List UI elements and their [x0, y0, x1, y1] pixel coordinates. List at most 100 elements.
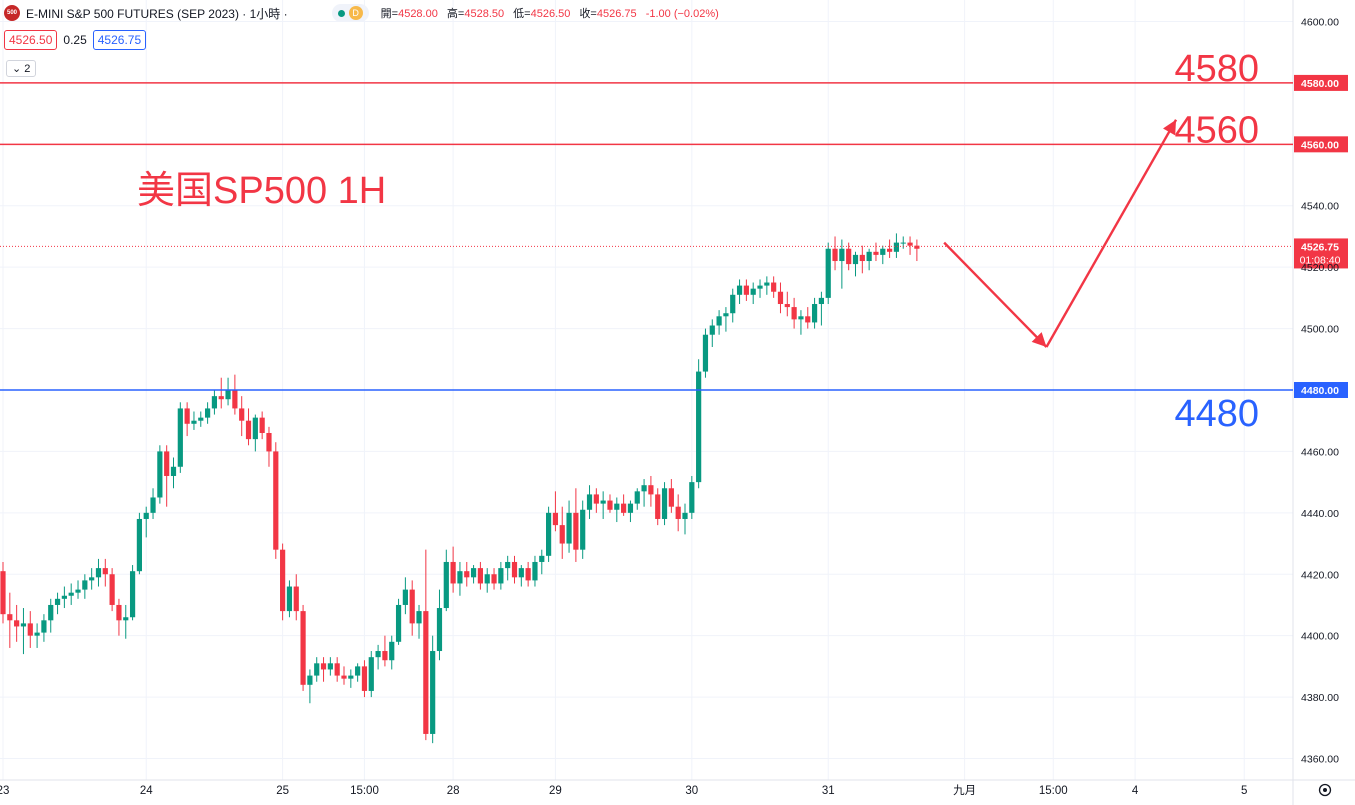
candle-body [586, 494, 593, 510]
candle [232, 374, 238, 415]
candle-body [177, 408, 183, 467]
ask-price-button[interactable]: 4526.75 [92, 30, 147, 50]
candle-body [423, 611, 429, 734]
candle-body [825, 248, 831, 298]
candle [682, 503, 688, 535]
x-tick-label: 30 [685, 785, 698, 797]
candle [811, 297, 818, 329]
candle [566, 500, 572, 553]
candle [723, 307, 729, 332]
candle [430, 635, 436, 744]
candle-body [900, 242, 906, 244]
candle [580, 500, 586, 559]
candle-body [430, 651, 436, 734]
candle [730, 288, 736, 323]
candle-body [280, 549, 286, 612]
settings-gear-icon[interactable] [1318, 783, 1332, 797]
candle [668, 479, 674, 513]
forecast-arrow-up-head [1163, 119, 1177, 136]
candle-body [416, 611, 422, 624]
candle-body [286, 586, 293, 612]
candle-body [716, 316, 722, 326]
candle [552, 491, 559, 532]
forecast-arrow-down-head [1031, 332, 1047, 348]
level-axis-tag [1294, 382, 1348, 398]
ohlc-readout: 開=4528.00 高=4528.50 低=4526.50 收=4526.75 … [380, 8, 719, 20]
candle [293, 574, 299, 621]
x-tick-label: 31 [822, 785, 835, 797]
candle-body [123, 617, 129, 621]
open-value: 4528.00 [398, 8, 438, 20]
candle [102, 558, 108, 587]
candle-body [245, 420, 252, 440]
candles [0, 233, 920, 744]
candle [402, 577, 408, 615]
candle-body [805, 316, 811, 323]
x-tick-label: 25 [276, 785, 289, 797]
candle [846, 242, 852, 271]
level-axis-tag [1294, 74, 1348, 91]
y-tick-label: 4600.00 [1301, 16, 1339, 28]
candle-body [648, 485, 654, 495]
forecast-arrow-up-shaft [1045, 119, 1178, 348]
candle-body [341, 675, 347, 679]
candle-body [320, 663, 327, 670]
chart-title: 美国SP500 1H [137, 170, 386, 212]
x-tick-label: 5 [1241, 785, 1247, 797]
candle-body [866, 251, 872, 262]
symbol-legend: 500 E-MINI S&P 500 FUTURES (SEP 2023) · … [4, 4, 725, 22]
candle-body [907, 242, 913, 246]
candle [375, 644, 381, 670]
candle [832, 236, 838, 271]
collapse-indicators-button[interactable]: ⌄ 2 [6, 60, 37, 77]
candle [286, 580, 293, 618]
candle-body [334, 663, 340, 676]
countdown-label: 01:08:40 [1300, 254, 1341, 266]
candle [382, 635, 388, 667]
candle [627, 500, 634, 523]
candle [634, 488, 640, 510]
candle [880, 245, 886, 265]
y-tick-label: 4440.00 [1301, 508, 1339, 520]
candle [709, 319, 715, 348]
candle-body [164, 451, 170, 476]
candle-body [661, 488, 668, 519]
candle-body [225, 390, 231, 400]
candle-body [54, 598, 61, 605]
candle-body [0, 571, 6, 615]
candle-body [525, 568, 531, 581]
candle [177, 402, 183, 473]
candle-body [559, 525, 565, 544]
candle [75, 580, 81, 599]
candle-body [771, 282, 777, 292]
symbol-title[interactable]: E-MINI S&P 500 FUTURES (SEP 2023) · 1小時 … [26, 6, 288, 21]
candle-body [580, 509, 586, 550]
candle [116, 598, 122, 636]
candle [266, 426, 272, 467]
bid-price-button[interactable]: 4526.50 [4, 30, 58, 50]
candle [539, 549, 545, 575]
candle-body [839, 248, 845, 262]
candle-body [300, 611, 306, 685]
candle [907, 236, 913, 255]
candle-body [205, 408, 211, 418]
candle [334, 657, 340, 682]
candle [839, 239, 845, 289]
delayed-badge: D [348, 6, 363, 20]
candle-body [600, 500, 606, 504]
market-status-pill[interactable]: D [331, 4, 369, 22]
level-axis-label-4580: 4580.00 [1301, 78, 1339, 90]
candle [389, 635, 395, 670]
candle [600, 491, 606, 519]
candle-body [89, 577, 95, 581]
candle-body [634, 491, 640, 504]
candle [443, 549, 449, 612]
candle [157, 445, 163, 504]
candle [805, 307, 811, 329]
level-label-4580: 4580 [1174, 48, 1259, 90]
candle [327, 657, 333, 676]
candle-body [191, 420, 197, 424]
candle-body [382, 651, 388, 661]
candle-body [395, 604, 402, 642]
